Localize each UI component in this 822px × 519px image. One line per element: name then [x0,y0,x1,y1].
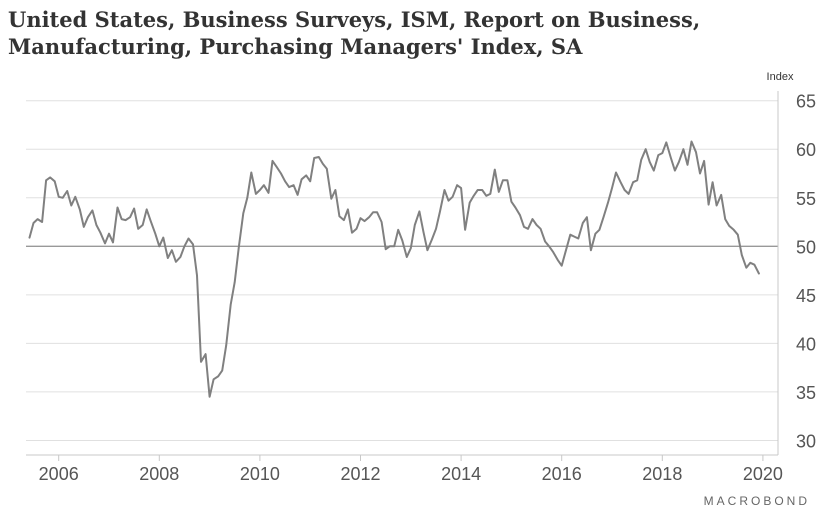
y-tick-label: 50 [796,237,816,257]
x-tick-label: 2010 [240,464,280,484]
y-tick-label: 35 [796,383,816,403]
y-tick-label: 65 [796,92,816,112]
x-tick-label: 2016 [542,464,582,484]
y-tick-label: 60 [796,140,816,160]
grid-lines [26,100,778,441]
y-axis-label: Index [767,71,794,83]
x-tick-label: 2014 [441,464,481,484]
x-tick-label: 2020 [743,464,783,484]
x-axis-ticks: 2006 2008 2010 2012 2014 2016 2018 2020 [39,455,783,484]
chart-title: United States, Business Surveys, ISM, Re… [8,6,818,60]
chart-title-line-2: Manufacturing, Purchasing Managers' Inde… [8,34,583,59]
source-label: MACROBOND [704,494,810,508]
series-line [28,140,760,398]
x-tick-label: 2008 [139,464,179,484]
y-axis-ticks: 30 35 40 45 50 55 60 65 [796,92,816,452]
series-layer [28,140,760,398]
y-tick-label: 40 [796,334,816,354]
axes [26,91,779,456]
chart-title-line-1: United States, Business Surveys, ISM, Re… [8,7,701,32]
y-tick-label: 45 [796,286,816,306]
x-tick-label: 2012 [340,464,380,484]
x-tick-label: 2018 [642,464,682,484]
y-tick-label: 55 [796,189,816,209]
x-tick-label: 2006 [39,464,79,484]
y-tick-label: 30 [796,431,816,451]
